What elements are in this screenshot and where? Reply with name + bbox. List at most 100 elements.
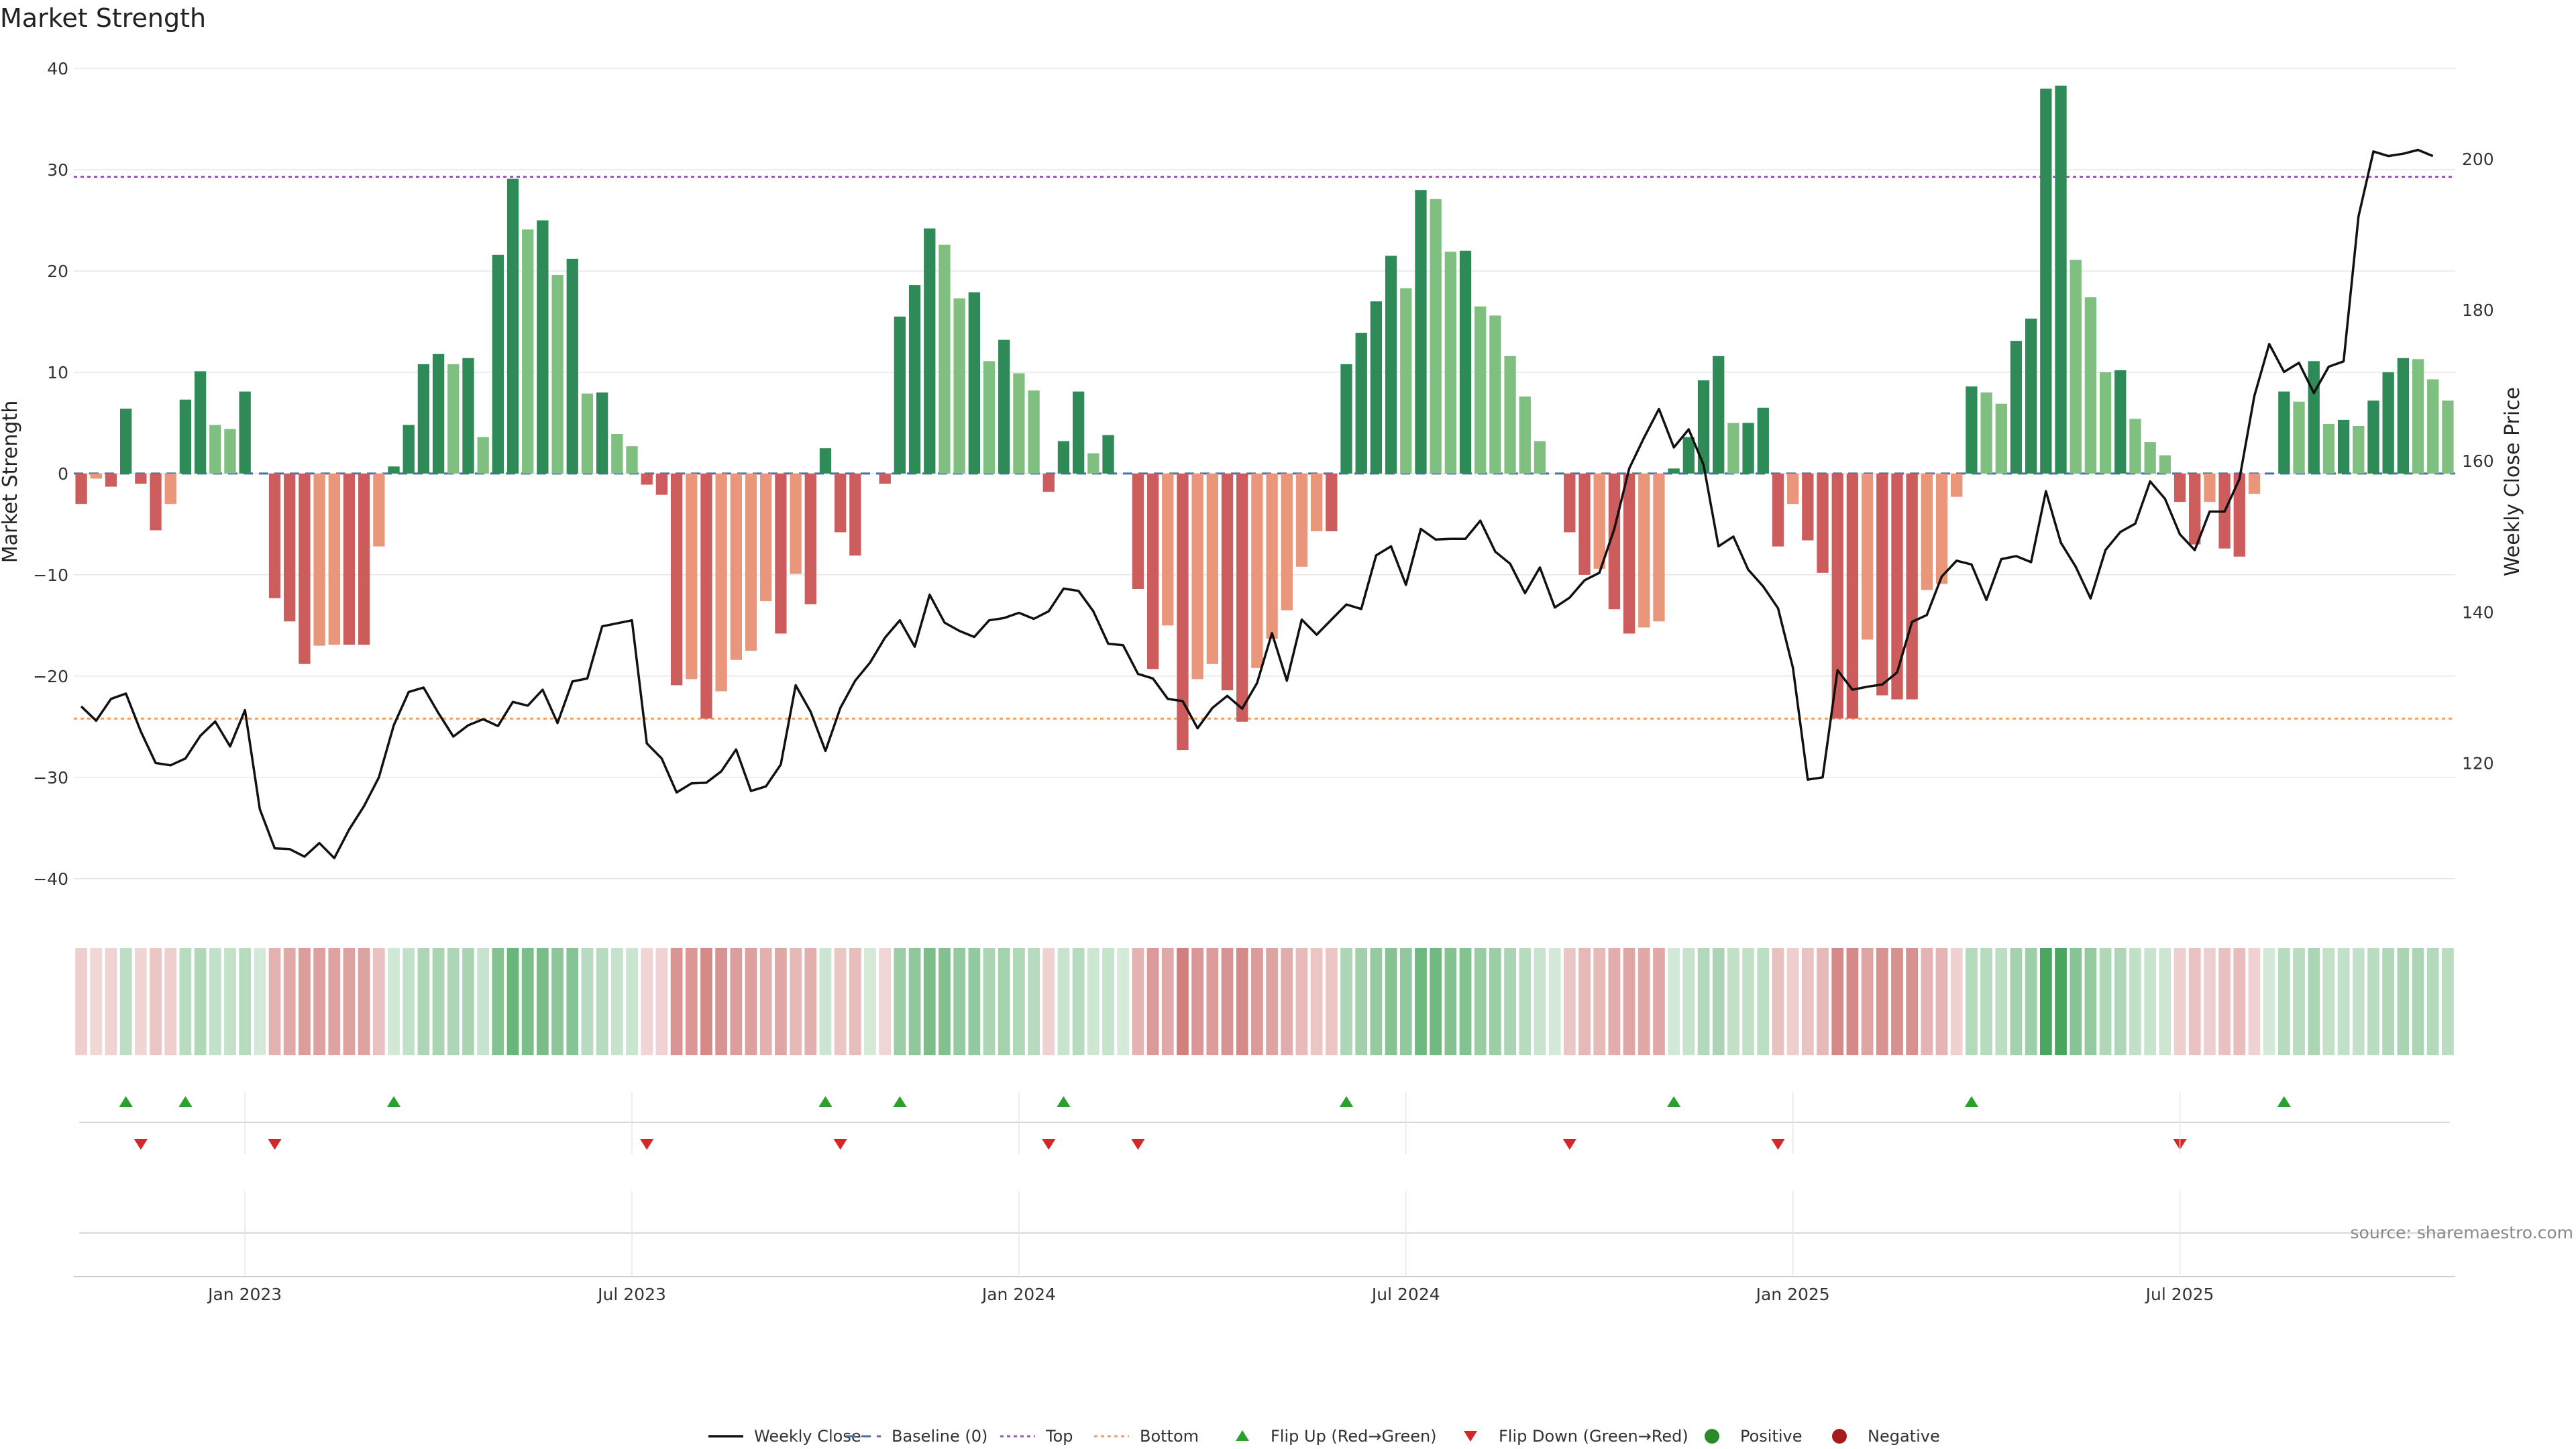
strip-cell [343,948,356,1055]
strip-cell [983,948,996,1055]
strength-bar [924,228,936,474]
strip-cell [1117,948,1130,1055]
strip-cell [1950,948,1963,1055]
strip-cell [1281,948,1293,1055]
strength-bar [2367,400,2379,474]
strength-bar [2189,473,2201,545]
strength-bar [2010,341,2023,474]
strength-bar [1400,288,1412,474]
strip-cell [879,948,892,1055]
strength-bar [1519,396,1531,474]
y2-tick-label: 120 [2462,753,2494,773]
strip-cell [1935,948,1948,1055]
strength-bar [1132,473,1144,590]
strength-bar [2248,473,2261,494]
strength-bar [1935,473,1948,584]
chart-title: Market Strength [0,3,206,33]
strip-cell [1415,948,1427,1055]
strength-bar [1653,473,1665,622]
y2-tick-label: 200 [2462,150,2494,169]
strength-bar [641,473,653,485]
strength-bar [522,229,534,474]
strip-cell [1340,948,1352,1055]
strength-bar [1489,315,1501,474]
strip-cell [581,948,594,1055]
strength-bar [745,473,757,651]
strip-cell [1206,948,1219,1055]
strip-cell [1146,948,1159,1055]
strip-cell [2367,948,2379,1055]
flip-down-marker [833,1139,847,1150]
strength-bar [1787,473,1799,504]
strength-bar [2427,379,2439,474]
flip-down-marker [268,1139,282,1150]
strip-cell [1727,948,1739,1055]
strip-cell [1995,948,2008,1055]
strip-cell [790,948,802,1055]
strip-cell [2084,948,2097,1055]
strength-bar [1102,435,1114,474]
strength-bar [313,473,325,646]
strip-cell [1355,948,1368,1055]
strength-bar [953,298,965,474]
strip-cell [1668,948,1680,1055]
strength-bar [1995,403,2007,474]
strip-cell [2129,948,2141,1055]
strength-bar [1146,473,1159,669]
flip-down-marker [1562,1139,1576,1150]
strip-cell [1370,948,1383,1055]
strength-bar [2129,419,2141,474]
flip-up-marker [1667,1096,1681,1107]
strip-cell [179,948,192,1055]
strength-bar [760,473,772,602]
strength-bar [284,473,296,622]
strength-bar [1682,437,1695,474]
strength-bar [1177,473,1189,751]
positive-dot-icon [1705,1429,1719,1444]
legend-label: Flip Down (Green→Red) [1499,1427,1688,1446]
y-tick-label: 0 [58,464,68,484]
strip-cell [268,948,281,1055]
strength-bar [1236,473,1248,722]
legend-item-top: Top [1000,1427,1073,1446]
strip-cell [1325,948,1338,1055]
date-axis: Jan 2023 Jul 2023 Jan 2024 Jul 2024 Jan 2025… [74,1092,2455,1304]
strip-cell [1638,948,1650,1055]
strength-bar [1087,453,1099,474]
flip-markers [79,1096,2450,1234]
strip-cell [254,948,266,1055]
strength-bar [596,392,608,474]
flip-up-marker [1340,1096,1354,1107]
legend-label: Positive [1740,1427,1803,1446]
strength-bar [1906,473,1918,700]
strength-bar [1861,473,1874,640]
strip-cell [90,948,103,1055]
strip-cell [908,948,921,1055]
strength-bar [1340,364,1352,474]
strip-cell [1548,948,1561,1055]
strip-cell [1817,948,1829,1055]
strip-cell [1132,948,1144,1055]
strength-bar [1370,301,1383,474]
strength-bar [239,391,251,474]
flip-down-marker [1771,1139,1785,1150]
strip-cell [1891,948,1903,1055]
strength-bar [1444,252,1456,474]
strip-cell [849,948,861,1055]
strip-cell [2337,948,2350,1055]
strength-bars [75,85,2454,751]
y2-tick-label: 160 [2462,451,2494,471]
strip-cell [655,948,668,1055]
strip-cell [1042,948,1055,1055]
strength-bar [224,429,236,474]
strength-bar [328,473,340,645]
strip-cell [134,948,147,1055]
strength-bar [299,473,311,664]
strength-bar [998,339,1010,474]
strip-cell [596,948,608,1055]
y-tick-label: 10 [47,363,68,382]
strip-cell [1578,948,1591,1055]
strength-bar [1623,473,1635,634]
strip-cell [1087,948,1099,1055]
flip-up-marker [2277,1096,2291,1107]
